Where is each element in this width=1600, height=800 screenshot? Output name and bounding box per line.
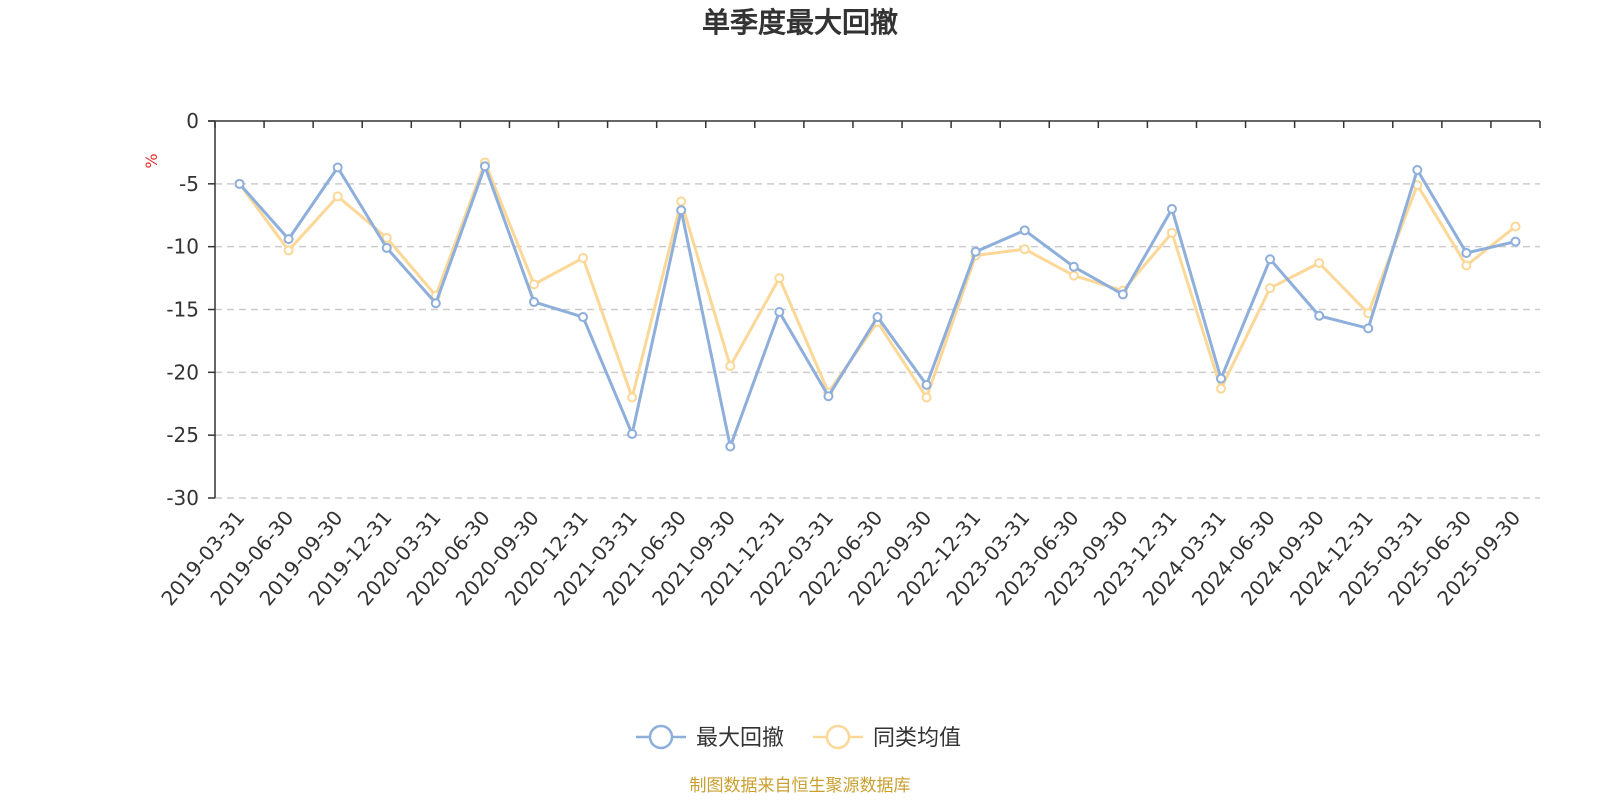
legend-label: 最大回撤 <box>696 726 784 751</box>
series-1 <box>234 161 1521 452</box>
data-point <box>1510 236 1521 247</box>
data-point <box>1019 244 1030 255</box>
data-point <box>381 242 392 253</box>
data-point <box>627 428 638 439</box>
data-point <box>1510 221 1521 232</box>
series <box>234 157 1521 452</box>
data-point <box>528 279 539 290</box>
data-point <box>1068 261 1079 272</box>
axes <box>208 120 1541 499</box>
legend-item-1[interactable]: 最大回撤 <box>636 724 784 751</box>
data-point <box>921 379 932 390</box>
series-line <box>238 164 1516 448</box>
data-source-note: 制图数据来自恒生聚源数据库 <box>690 776 911 796</box>
legend[interactable]: 最大回撤 同类均值 <box>636 724 961 751</box>
data-point <box>1265 254 1276 265</box>
data-point <box>774 273 785 284</box>
data-point <box>921 392 932 403</box>
y-axis-unit: % <box>142 153 161 168</box>
y-tick-label: -20 <box>166 360 199 384</box>
y-tick-label: 0 <box>186 109 199 133</box>
data-point <box>627 392 638 403</box>
series-line <box>238 160 1517 399</box>
data-point <box>1216 383 1227 394</box>
y-tick-label: -25 <box>166 423 199 447</box>
data-point <box>872 312 883 323</box>
x-tick-labels: 2019-03-312019-06-302019-09-302019-12-31… <box>156 506 1525 610</box>
data-point <box>1019 225 1030 236</box>
legend-label: 同类均值 <box>873 726 961 751</box>
data-point <box>1461 247 1472 258</box>
data-point <box>1117 289 1128 300</box>
data-point <box>774 307 785 318</box>
data-point <box>823 391 834 402</box>
data-point <box>1166 203 1177 214</box>
data-point <box>1314 258 1325 269</box>
data-point <box>1265 283 1276 294</box>
data-point <box>725 361 736 372</box>
data-point <box>1166 227 1177 238</box>
legend-marker-icon <box>648 724 674 750</box>
y-tick-labels: 0 -5 -10 -15 -20 -25 -30 <box>166 109 199 510</box>
legend-item-2[interactable]: 同类均值 <box>813 724 961 751</box>
data-point <box>970 246 981 257</box>
y-tick-label: -10 <box>166 235 199 259</box>
data-point <box>676 196 687 207</box>
data-point <box>332 191 343 202</box>
legend-marker-icon <box>825 724 851 750</box>
y-tick-label: -5 <box>179 172 199 196</box>
chart-title: 单季度最大回撤 <box>702 6 898 39</box>
data-point <box>725 441 736 452</box>
data-point <box>1216 373 1227 384</box>
data-point <box>578 252 589 263</box>
data-point <box>528 296 539 307</box>
data-point <box>1412 165 1423 176</box>
series-2 <box>234 157 1521 403</box>
data-point <box>430 298 441 309</box>
data-point <box>1363 323 1374 334</box>
data-point <box>283 234 294 245</box>
data-point <box>1068 270 1079 281</box>
data-point <box>1314 310 1325 321</box>
data-point <box>381 232 392 243</box>
data-point <box>1461 260 1472 271</box>
data-point <box>234 178 245 189</box>
data-point <box>479 161 490 172</box>
grid-lines <box>215 183 1540 499</box>
data-point <box>676 205 687 216</box>
data-point <box>332 162 343 173</box>
data-point <box>283 245 294 256</box>
y-tick-label: -30 <box>166 486 199 510</box>
y-tick-label: -15 <box>166 298 199 322</box>
data-point <box>578 312 589 323</box>
